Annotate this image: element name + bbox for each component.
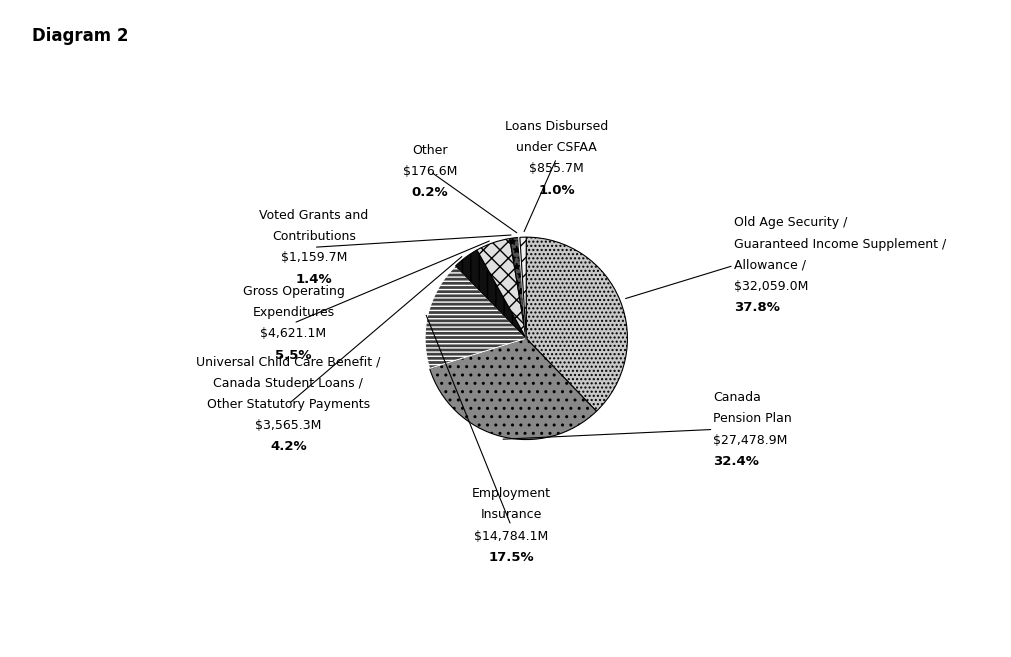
Wedge shape <box>430 338 595 440</box>
Text: 0.2%: 0.2% <box>411 186 448 199</box>
Text: $4,621.1M: $4,621.1M <box>260 327 327 340</box>
Wedge shape <box>526 237 627 411</box>
Text: Statutory Transfer Payments: Statutory Transfer Payments <box>639 617 878 632</box>
Text: Contributions: Contributions <box>272 230 355 243</box>
Text: Other: Other <box>411 144 448 156</box>
Text: under CSFAA: under CSFAA <box>516 141 596 154</box>
Wedge shape <box>510 237 526 338</box>
Text: Expenditures: Expenditures <box>252 306 335 319</box>
Text: HRSDC Expenditure Profile – Consolidated Total $84,700.4M: HRSDC Expenditure Profile – Consolidated… <box>268 28 875 45</box>
Text: Diagram 2: Diagram 2 <box>31 28 128 45</box>
Text: $855.7M: $855.7M <box>529 162 583 175</box>
Text: Canada Student Loans /: Canada Student Loans / <box>213 376 363 390</box>
Text: Guaranteed Income Supplement /: Guaranteed Income Supplement / <box>733 238 945 251</box>
Text: 1.0%: 1.0% <box>538 183 574 196</box>
Wedge shape <box>425 266 526 369</box>
Text: Allowance /: Allowance / <box>733 259 805 272</box>
Text: 37.8%: 37.8% <box>733 302 778 315</box>
Text: Human Resources and Social Development
Canada Gross Expenditures: Human Resources and Social Development C… <box>76 606 430 643</box>
Wedge shape <box>476 238 526 338</box>
Wedge shape <box>455 250 526 338</box>
Text: 5.5%: 5.5% <box>275 349 311 361</box>
Text: $1,159.7M: $1,159.7M <box>280 252 347 264</box>
Text: Canada: Canada <box>713 391 760 404</box>
Text: 17.5%: 17.5% <box>487 551 534 564</box>
Text: 32.4%: 32.4% <box>713 455 758 468</box>
Text: $32,059.0M: $32,059.0M <box>733 281 807 293</box>
Text: Voted Grants and: Voted Grants and <box>259 209 368 222</box>
Wedge shape <box>520 237 526 338</box>
Text: Old Age Security /: Old Age Security / <box>733 217 846 229</box>
Text: 1.4%: 1.4% <box>295 273 332 286</box>
Text: $176.6M: $176.6M <box>402 165 457 178</box>
Text: $27,478.9M: $27,478.9M <box>713 434 787 447</box>
Text: Universal Child Care Benefit /: Universal Child Care Benefit / <box>196 355 380 368</box>
Text: $14,784.1M: $14,784.1M <box>473 530 548 543</box>
Text: $3,565.3M: $3,565.3M <box>255 419 321 432</box>
Text: Other Statutory Payments: Other Statutory Payments <box>206 397 370 411</box>
Text: Employment: Employment <box>471 487 550 500</box>
Text: Loans Disbursed: Loans Disbursed <box>504 120 608 133</box>
Text: 4.2%: 4.2% <box>270 440 306 453</box>
Text: Pension Plan: Pension Plan <box>713 413 792 425</box>
Text: Insurance: Insurance <box>480 509 541 522</box>
Wedge shape <box>518 237 526 338</box>
Text: Gross Operating: Gross Operating <box>243 284 344 298</box>
FancyBboxPatch shape <box>0 7 179 69</box>
